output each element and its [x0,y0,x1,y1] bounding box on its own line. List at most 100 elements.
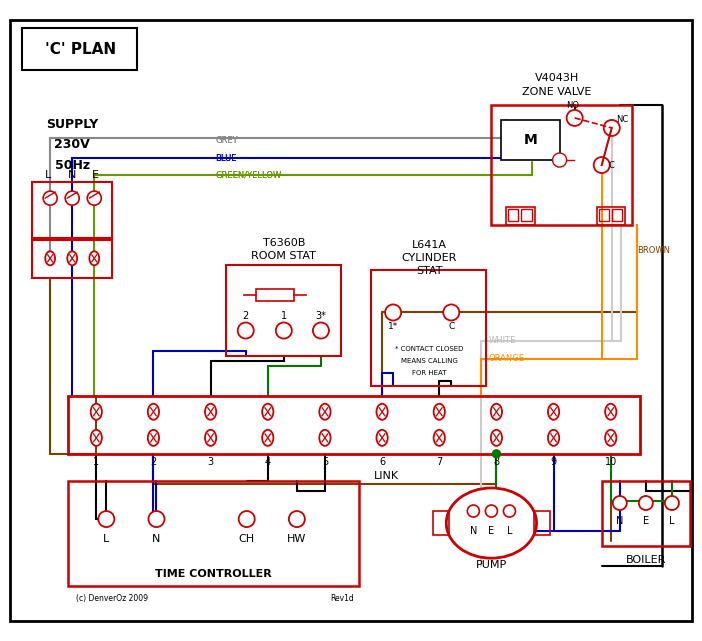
Text: NO: NO [566,101,579,110]
Text: E: E [92,170,99,180]
Circle shape [613,496,627,510]
Circle shape [43,191,57,205]
Ellipse shape [262,430,273,446]
Bar [225,265,341,356]
Ellipse shape [605,430,616,446]
Text: SUPPLY: SUPPLY [46,119,98,131]
Text: 7: 7 [436,457,442,467]
Text: TIME CONTROLLER: TIME CONTROLLER [155,569,272,579]
Ellipse shape [205,430,216,446]
Circle shape [639,496,653,510]
Text: (c) DenverOz 2009: (c) DenverOz 2009 [77,594,148,603]
Text: Rev1d: Rev1d [330,594,354,603]
Circle shape [87,191,101,205]
Bar [599,209,609,221]
Circle shape [313,322,329,338]
Bar [32,238,112,278]
Text: CYLINDER: CYLINDER [402,253,457,263]
Text: 10: 10 [604,457,617,467]
Text: L: L [507,526,512,536]
Bar [597,207,625,225]
Text: 1*: 1* [388,322,398,331]
Bar [508,209,519,221]
Ellipse shape [205,404,216,420]
Circle shape [148,511,164,527]
Bar [32,182,112,240]
Text: 8: 8 [494,457,500,467]
Text: 6: 6 [379,457,385,467]
Ellipse shape [319,404,331,420]
Ellipse shape [45,251,55,265]
Ellipse shape [434,430,445,446]
Ellipse shape [262,404,273,420]
Ellipse shape [67,251,77,265]
Text: N: N [68,170,77,180]
Text: E: E [643,516,649,526]
Ellipse shape [319,430,331,446]
Bar [501,120,559,160]
Text: 9: 9 [550,457,557,467]
Circle shape [443,304,459,320]
Ellipse shape [91,430,102,446]
Text: N: N [152,534,161,544]
Ellipse shape [491,430,502,446]
Bar [22,28,138,70]
Text: CH: CH [239,534,255,544]
Bar [256,289,294,301]
Bar [371,271,486,386]
Ellipse shape [91,404,102,420]
Bar [611,209,622,221]
Text: GREY: GREY [216,137,238,146]
Text: 3*: 3* [315,312,326,322]
Text: V4043H: V4043H [534,73,578,83]
Text: T6360B: T6360B [263,238,305,248]
Bar [491,105,632,225]
Bar [506,207,534,225]
Text: GREY: GREY [216,137,238,146]
Ellipse shape [148,404,159,420]
Ellipse shape [376,430,388,446]
Text: STAT: STAT [416,267,442,276]
Text: C: C [448,322,454,331]
Circle shape [594,157,610,173]
Circle shape [552,153,567,167]
Ellipse shape [491,404,502,420]
Text: ZONE VALVE: ZONE VALVE [522,87,591,97]
Text: 3: 3 [208,457,213,467]
Bar [534,511,550,535]
Text: * CONTACT CLOSED: * CONTACT CLOSED [395,345,463,351]
Text: C: C [609,160,615,170]
Text: L641A: L641A [411,240,446,250]
Text: BROWN: BROWN [637,246,670,255]
Bar [68,395,640,454]
Text: PUMP: PUMP [476,560,507,570]
Text: BOILER: BOILER [625,555,666,565]
Text: MEANS CALLING: MEANS CALLING [401,358,458,363]
Circle shape [665,496,679,510]
Ellipse shape [548,404,559,420]
Circle shape [485,505,498,517]
Bar [602,481,690,546]
Text: 5: 5 [322,457,328,467]
Text: ROOM STAT: ROOM STAT [251,251,316,262]
Ellipse shape [548,430,559,446]
Circle shape [604,120,620,136]
Bar [522,209,531,221]
Ellipse shape [89,251,99,265]
Text: LINK: LINK [373,471,399,481]
Circle shape [468,505,479,517]
Ellipse shape [148,430,159,446]
Text: 2: 2 [243,312,249,322]
Text: 'C' PLAN: 'C' PLAN [45,42,116,57]
Ellipse shape [434,404,445,420]
Text: M: M [524,133,538,147]
Circle shape [492,450,501,458]
Text: BLUE: BLUE [216,154,237,163]
Text: 230V: 230V [54,138,90,151]
Text: 2: 2 [150,457,157,467]
Text: FOR HEAT: FOR HEAT [412,370,446,376]
Circle shape [65,191,79,205]
Circle shape [239,511,255,527]
Text: 1: 1 [281,312,287,322]
Circle shape [276,322,292,338]
